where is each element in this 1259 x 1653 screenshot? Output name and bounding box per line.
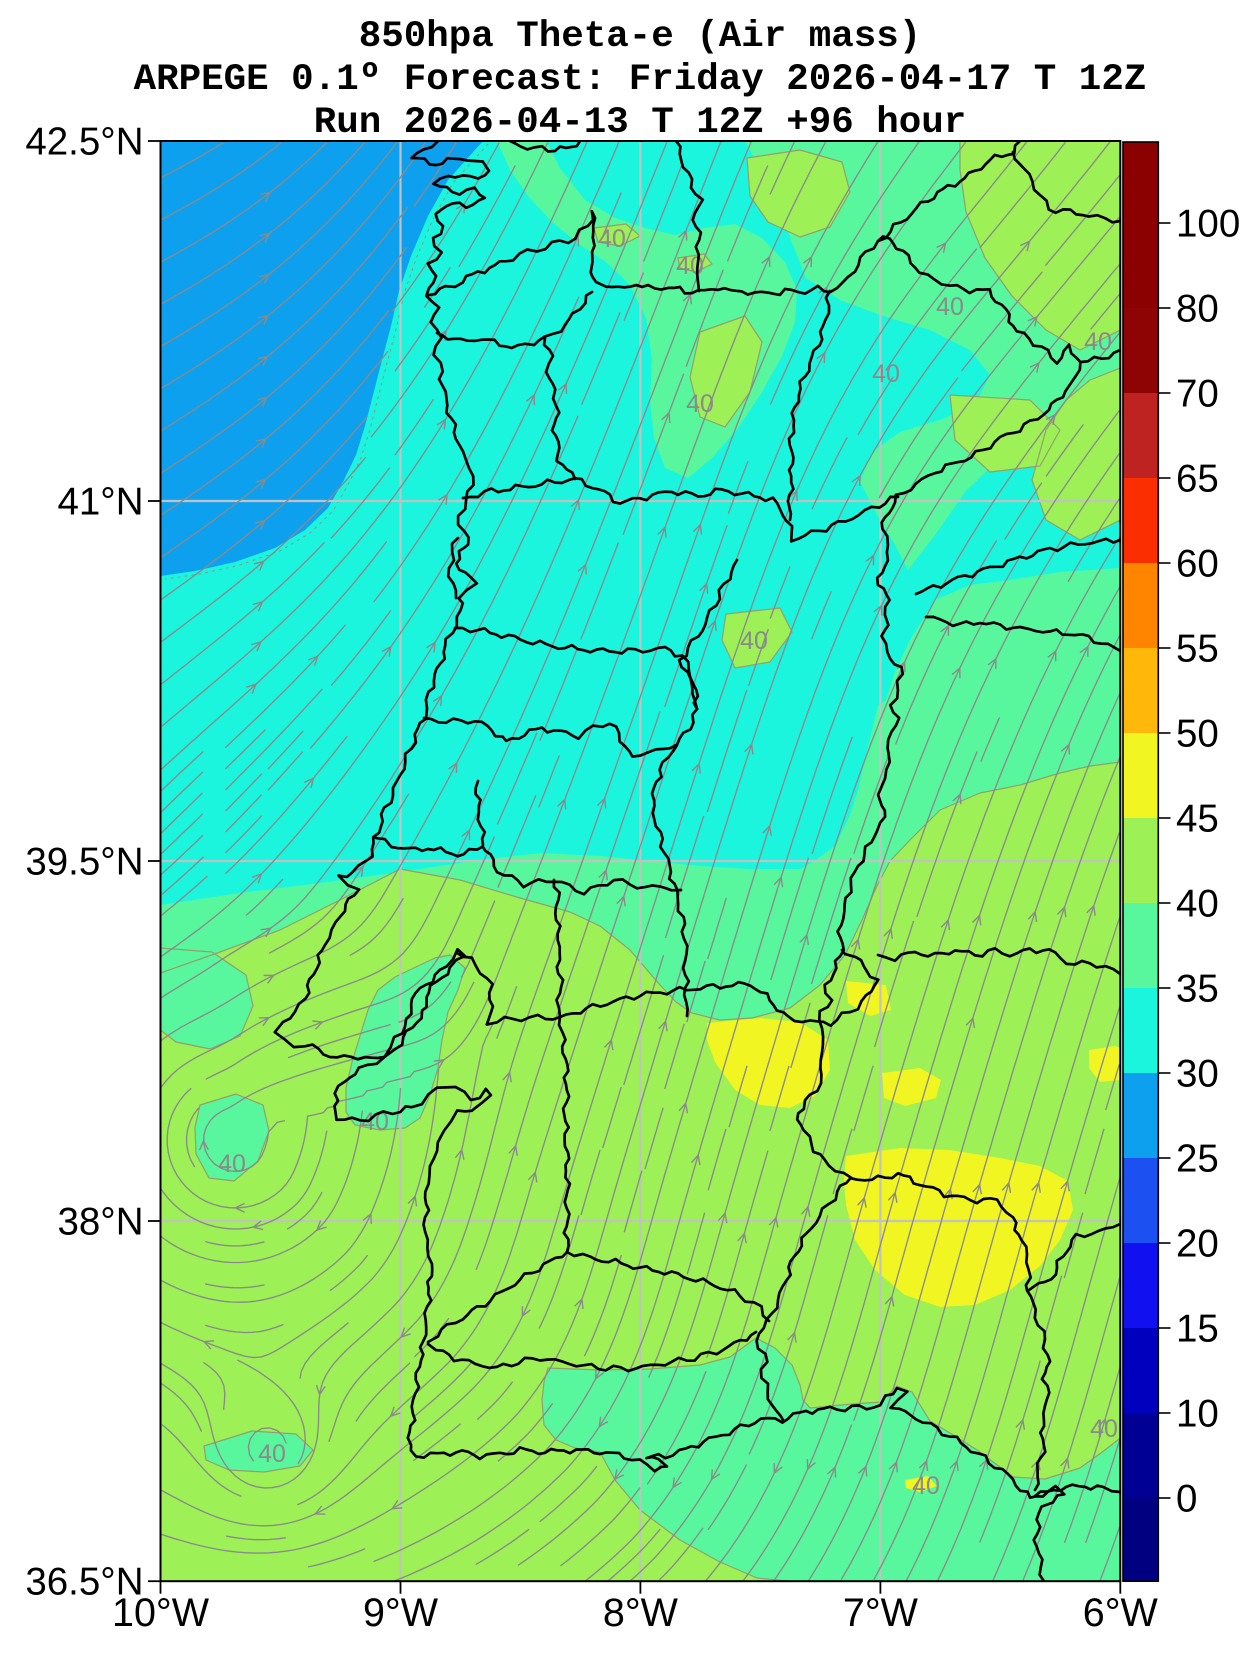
svg-text:60: 60 (1176, 543, 1219, 586)
svg-text:36.5°N: 36.5°N (25, 1561, 143, 1604)
svg-text:41°N: 41°N (57, 481, 143, 524)
svg-text:850hpa Theta-e (Air mass): 850hpa Theta-e (Air mass) (359, 16, 922, 58)
svg-text:40: 40 (740, 627, 768, 655)
svg-text:55: 55 (1176, 628, 1219, 671)
svg-text:Run 2026-04-13 T 12Z +96 hour: Run 2026-04-13 T 12Z +96 hour (314, 102, 967, 144)
svg-text:42.5°N: 42.5°N (25, 121, 143, 164)
svg-text:100: 100 (1176, 203, 1240, 246)
svg-text:80: 80 (1176, 288, 1219, 331)
svg-text:30: 30 (1176, 1053, 1219, 1096)
svg-text:ARPEGE 0.1º Forecast: Friday 2: ARPEGE 0.1º Forecast: Friday 2026-04-17 … (134, 59, 1147, 101)
svg-text:40: 40 (258, 1440, 286, 1468)
svg-text:6°W: 6°W (1083, 1591, 1159, 1635)
svg-text:70: 70 (1176, 373, 1219, 416)
svg-text:40: 40 (1090, 1415, 1118, 1443)
svg-text:40: 40 (686, 390, 714, 418)
svg-text:20: 20 (1176, 1223, 1219, 1266)
svg-text:45: 45 (1176, 798, 1219, 841)
svg-text:8°W: 8°W (603, 1591, 679, 1635)
svg-text:40: 40 (598, 225, 626, 253)
svg-text:40: 40 (218, 1150, 246, 1178)
svg-text:25: 25 (1176, 1138, 1219, 1181)
svg-text:65: 65 (1176, 458, 1219, 501)
svg-text:39.5°N: 39.5°N (25, 841, 143, 884)
svg-text:35: 35 (1176, 968, 1219, 1011)
svg-text:15: 15 (1176, 1308, 1219, 1351)
svg-text:38°N: 38°N (57, 1201, 143, 1244)
svg-text:10: 10 (1176, 1393, 1219, 1436)
svg-text:40: 40 (1084, 328, 1112, 356)
svg-text:50: 50 (1176, 713, 1219, 756)
svg-text:40: 40 (936, 293, 964, 321)
svg-text:40: 40 (1176, 883, 1219, 926)
svg-text:10°W: 10°W (112, 1591, 210, 1635)
svg-text:40: 40 (872, 360, 900, 388)
svg-text:0: 0 (1176, 1478, 1197, 1521)
svg-text:7°W: 7°W (843, 1591, 919, 1635)
svg-text:40: 40 (912, 1472, 940, 1500)
svg-text:9°W: 9°W (363, 1591, 439, 1635)
